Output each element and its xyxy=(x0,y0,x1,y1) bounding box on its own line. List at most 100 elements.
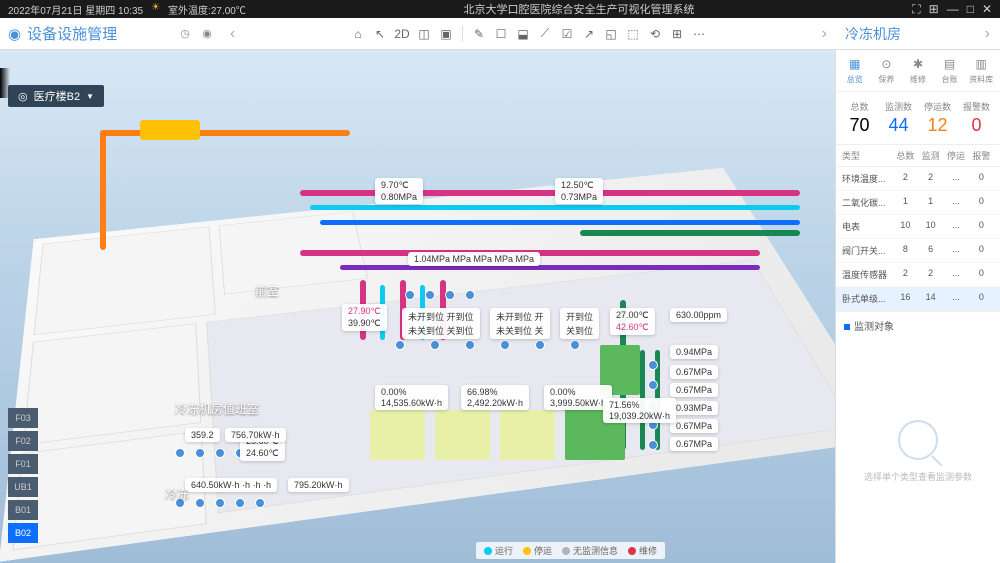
3d-viewport[interactable]: ◎ 医疗楼B2 ▼ 9.70℃0.80MPa 12.50℃0.73MPa 1.04M… xyxy=(0,50,835,563)
home-icon[interactable]: ⌂ xyxy=(348,24,368,44)
floor-button-F03[interactable]: F03 xyxy=(8,408,38,428)
brand-section: ◉ 设备设施管理 xyxy=(0,23,170,44)
check-icon[interactable]: ☑ xyxy=(557,24,577,44)
sensor-marker[interactable] xyxy=(405,290,415,300)
sensor-marker[interactable] xyxy=(235,498,245,508)
data-tag[interactable]: 0.00%14,535.60kW·h xyxy=(375,385,448,410)
nav2-icon[interactable]: ▣ xyxy=(436,24,456,44)
table-row[interactable]: 电表1010...0 xyxy=(836,215,1000,239)
data-tag[interactable]: 1.04MPa MPa MPa MPa MPa xyxy=(408,252,540,266)
outdoor-temp-label: 室外温度:27.00℃ xyxy=(168,2,246,17)
brand-icon: ◉ xyxy=(8,25,21,43)
sensor-marker[interactable] xyxy=(500,340,510,350)
tag-icon[interactable]: ⬓ xyxy=(513,24,533,44)
data-tag[interactable]: 71.56%19,039.20kW·h xyxy=(603,398,676,423)
equipment-block[interactable] xyxy=(500,410,555,460)
legend-item: 无监测信息 xyxy=(562,544,618,557)
sensor-marker[interactable] xyxy=(648,380,658,390)
building-label: 医疗楼B2 xyxy=(34,88,80,104)
data-tag[interactable]: 未开到位 开未关到位 关 xyxy=(490,308,550,339)
sensor-marker[interactable] xyxy=(215,498,225,508)
more-icon[interactable]: ⋯ xyxy=(689,24,709,44)
sensor-marker[interactable] xyxy=(395,340,405,350)
sensor-marker[interactable] xyxy=(648,360,658,370)
sync-icon[interactable]: ⟲ xyxy=(645,24,665,44)
data-tag[interactable]: 0.67MPa xyxy=(670,383,718,397)
sensor-marker[interactable] xyxy=(465,290,475,300)
pipe xyxy=(100,130,106,250)
data-tag[interactable]: 0.00%3,999.50kW·h xyxy=(544,385,612,410)
data-tag[interactable]: 66.98%2,492.20kW·h xyxy=(461,385,529,410)
data-tag[interactable]: 0.67MPa xyxy=(670,365,718,379)
back-icon[interactable]: ‹ xyxy=(230,25,235,43)
sensor-marker[interactable] xyxy=(430,340,440,350)
minimize-icon[interactable]: — xyxy=(947,2,959,17)
right-sidebar: ▦总览⊙保养✱维修▤台账▥资料库 总数70监测数44停运数12报警数0 类型总数… xyxy=(835,50,1000,563)
data-tag[interactable]: 0.93MPa xyxy=(670,401,718,415)
sensor-marker[interactable] xyxy=(425,290,435,300)
data-tag[interactable]: 640.50kW·h ·h ·h ·h xyxy=(185,478,277,492)
floor-button-B01[interactable]: B01 xyxy=(8,500,38,520)
table-row[interactable]: 环境温度...22...0 xyxy=(836,167,1000,191)
2d-button[interactable]: 2D xyxy=(392,24,412,44)
location-badge[interactable]: ◎ 医疗楼B2 ▼ xyxy=(8,85,104,107)
system-title: 北京大学口腔医院综合安全生产可视化管理系统 xyxy=(246,1,912,17)
table-row[interactable]: 温度传感器22...0 xyxy=(836,263,1000,287)
measure-icon[interactable]: ⟋ xyxy=(535,24,555,44)
eye-icon[interactable]: ◉ xyxy=(198,25,216,43)
grid-icon[interactable]: ⊞ xyxy=(667,24,687,44)
data-tag[interactable]: 756.70kW·h xyxy=(225,428,286,442)
equipment-block[interactable] xyxy=(435,410,490,460)
cursor-icon[interactable]: ↖ xyxy=(370,24,390,44)
floor-button-B02[interactable]: B02 xyxy=(8,523,38,543)
floor-button-F02[interactable]: F02 xyxy=(8,431,38,451)
forward-icon[interactable]: › xyxy=(822,25,827,43)
sensor-marker[interactable] xyxy=(570,340,580,350)
sensor-marker[interactable] xyxy=(195,498,205,508)
sensor-marker[interactable] xyxy=(195,448,205,458)
cube-icon[interactable]: ◱ xyxy=(601,24,621,44)
data-tag[interactable]: 27.90℃39.90℃ xyxy=(342,304,387,331)
sensor-marker[interactable] xyxy=(255,498,265,508)
maximize-icon[interactable]: □ xyxy=(967,2,974,17)
sensor-marker[interactable] xyxy=(445,290,455,300)
sidebar-tab-1[interactable]: ⊙保养 xyxy=(872,56,902,85)
data-tag[interactable]: 27.00℃42.60℃ xyxy=(610,308,655,335)
room-selector[interactable]: 冷冻机房 › xyxy=(835,24,1000,44)
data-tag[interactable]: 0.94MPa xyxy=(670,345,718,359)
sidebar-tab-4[interactable]: ▥资料库 xyxy=(966,56,996,85)
box-icon[interactable]: ☐ xyxy=(491,24,511,44)
data-tag[interactable]: 12.50℃0.73MPa xyxy=(555,178,603,204)
data-tag[interactable]: 630.00ppm xyxy=(670,308,727,322)
sidebar-tab-2[interactable]: ✱维修 xyxy=(903,56,933,85)
sidebar-tab-3[interactable]: ▤台账 xyxy=(935,56,965,85)
data-tag[interactable]: 9.70℃0.80MPa xyxy=(375,178,423,204)
edit-icon[interactable]: ✎ xyxy=(469,24,489,44)
data-tag[interactable]: 795.20kW·h xyxy=(288,478,349,492)
export-icon[interactable]: ↗ xyxy=(579,24,599,44)
table-row[interactable]: 二氧化碳...11...0 xyxy=(836,191,1000,215)
sensor-marker[interactable] xyxy=(175,448,185,458)
sensor-marker[interactable] xyxy=(215,448,225,458)
floor-button-UB1[interactable]: UB1 xyxy=(8,477,38,497)
data-tag[interactable]: 开到位关到位 xyxy=(560,308,599,339)
layers-icon[interactable]: ⬚ xyxy=(623,24,643,44)
pipe xyxy=(310,205,800,210)
data-tag[interactable]: 未开到位 开到位未关到位 关到位 xyxy=(402,308,480,339)
equipment-block[interactable] xyxy=(370,410,425,460)
data-tag[interactable]: 0.67MPa xyxy=(670,419,718,433)
sensor-marker[interactable] xyxy=(465,340,475,350)
floor-button-F01[interactable]: F01 xyxy=(8,454,38,474)
table-row[interactable]: 阀门开关...86...0 xyxy=(836,239,1000,263)
window-icon[interactable]: ⊞ xyxy=(929,2,939,17)
nav-icon[interactable]: ◫ xyxy=(414,24,434,44)
fullscreen-icon[interactable]: ⛶ xyxy=(912,2,920,17)
sensor-marker[interactable] xyxy=(535,340,545,350)
sidebar-tab-0[interactable]: ▦总览 xyxy=(840,56,870,85)
data-tag[interactable]: 0.67MPa xyxy=(670,437,718,451)
data-tag[interactable]: 359.2 xyxy=(185,428,220,442)
sensor-marker[interactable] xyxy=(648,440,658,450)
table-row[interactable]: 卧式单级...1614...0 xyxy=(836,287,1000,311)
clock-icon[interactable]: ◷ xyxy=(176,25,194,43)
close-icon[interactable]: ✕ xyxy=(982,2,992,17)
